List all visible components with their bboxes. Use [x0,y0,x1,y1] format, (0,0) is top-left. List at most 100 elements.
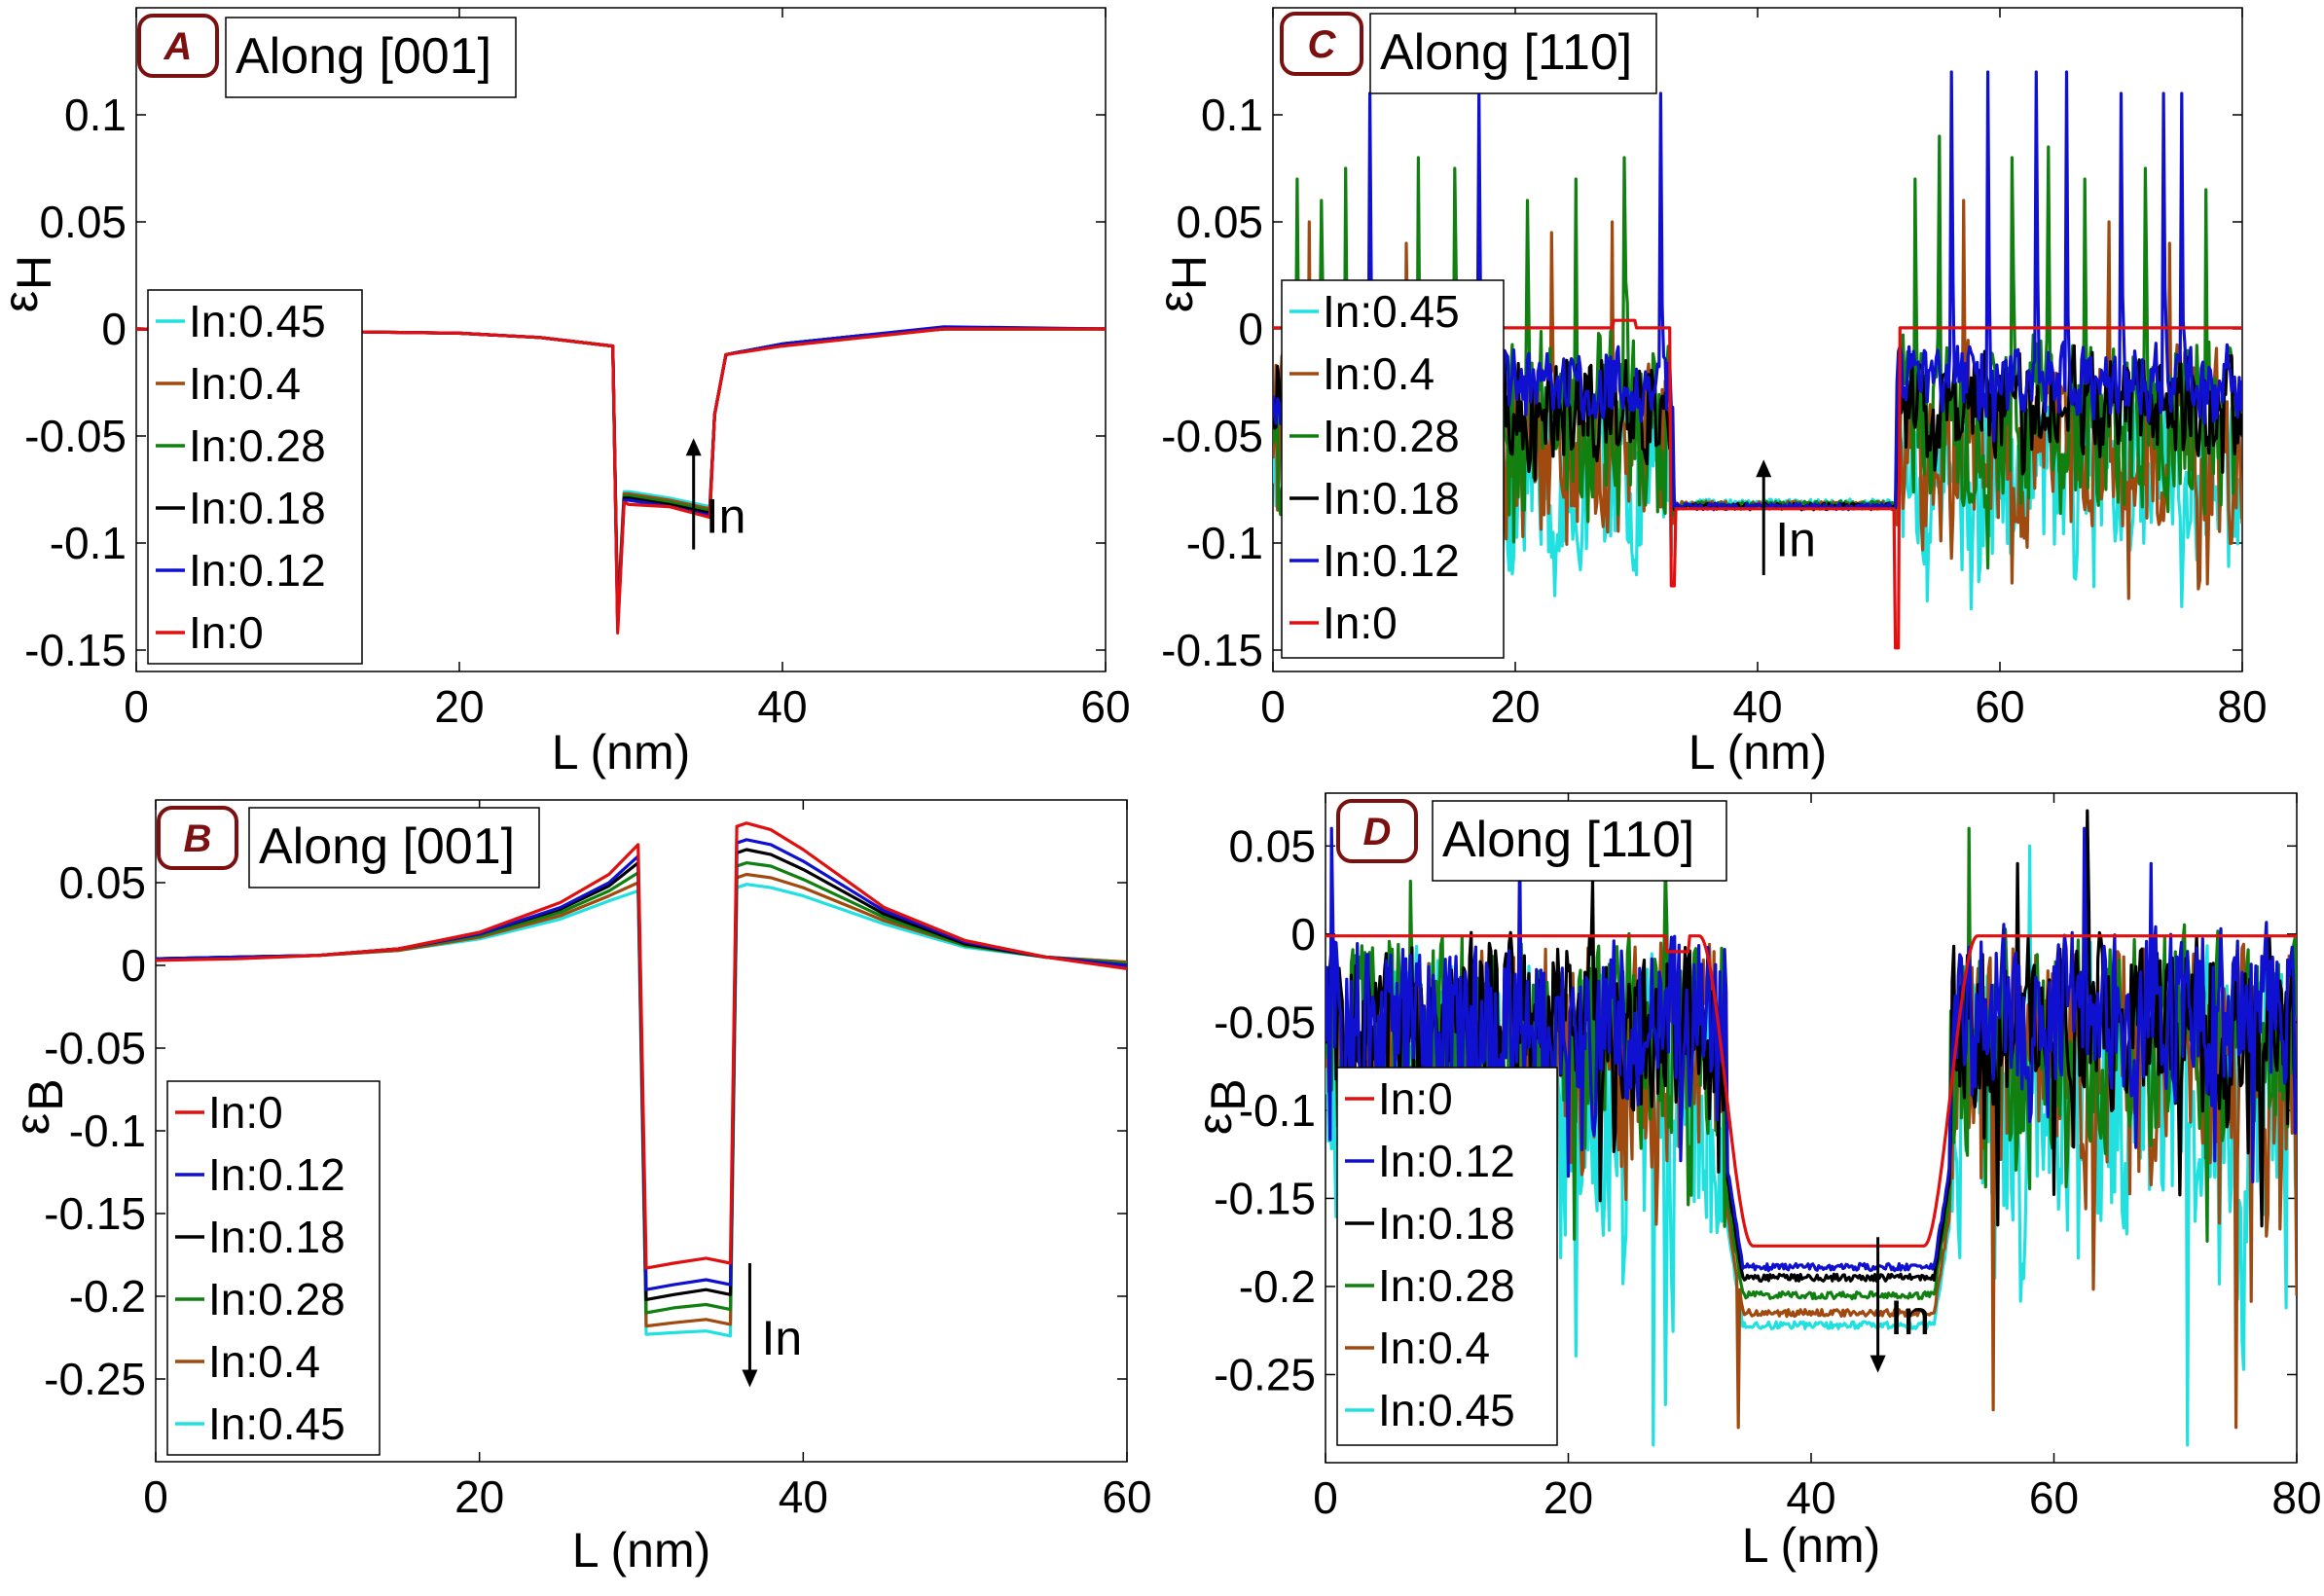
y-tick-label: 0.1 [64,90,127,140]
x-tick-label: 0 [143,1471,168,1522]
y-tick-label: -0.05 [1161,411,1263,461]
legend-label: In:0.12 [189,545,326,596]
legend-label: In:0.4 [1323,348,1434,399]
legend-label: In:0.12 [208,1149,345,1200]
legend-box [166,1080,381,1456]
y-tick-label: -0.1 [69,1106,146,1156]
series-line-in-0 [156,821,1127,1270]
panel-title-box [1432,800,1727,882]
trend-arrowhead [1870,1355,1886,1373]
trend-arrowhead [685,438,702,456]
y-axis-symbol: ε [1187,1113,1242,1135]
legend-box [147,289,363,665]
panel-c: 0 20 40 60 80 0.1 0.05 0 -0.05 -0.1 -0.15 In In:0.45… [1148,7,2268,780]
y-tick-label: 0 [1290,909,1316,960]
series-group [136,325,1106,635]
legend-label: In:0.28 [1378,1260,1515,1311]
legend-label: In:0.4 [208,1336,320,1387]
panel-badge-letter: B [184,817,212,860]
y-tick-label: 0 [1238,304,1263,354]
y-axis-symbol: ε [0,291,48,312]
legend-label: In:0 [208,1087,283,1138]
series-group [156,821,1127,1338]
x-tick-label: 60 [1080,681,1130,732]
y-axis-subscript: B [1201,1078,1255,1110]
legend-box [1336,1067,1558,1446]
y-axis-label: εB [5,1078,73,1135]
panel-title: Along [110] [1380,24,1632,81]
trend-arrow-label: In [761,1311,802,1365]
panel-badge-letter: D [1363,811,1392,853]
trend-arrow-label: In [1775,513,1816,567]
legend-label: In:0.28 [1323,411,1460,461]
x-tick-label: 20 [454,1471,504,1522]
legend-label: In:0 [189,607,264,658]
x-tick-label: 40 [779,1471,828,1522]
y-tick-label: -0.05 [24,411,127,461]
panel-badge-letter: C [1308,23,1337,66]
x-tick-label: 40 [1732,681,1782,732]
x-tick-label: 40 [1786,1472,1835,1523]
y-tick-label: -0.15 [1161,625,1263,675]
x-axis-label: L (nm) [1742,1518,1881,1573]
y-tick-label: -0.1 [1239,1085,1316,1136]
trend-arrowhead [1756,459,1772,478]
legend-box [1281,279,1505,659]
trend-arrow-label: In [1890,1290,1931,1345]
trend-arrow-label: In [706,489,746,543]
legend-label: In:0.45 [1378,1385,1515,1435]
y-tick-label: -0.05 [44,1023,146,1073]
y-axis-subscript: H [1162,255,1216,290]
y-tick-label: -0.2 [69,1271,146,1322]
x-axis-label: L (nm) [1689,725,1828,780]
panel-badge [1280,12,1363,76]
panel-badge [157,806,238,870]
y-tick-label: 0.05 [58,857,146,908]
legend-label: In:0.18 [1323,473,1460,524]
x-tick-label: 40 [757,681,807,732]
panel-d: 0 20 40 60 80 0.05 0 -0.05 -0.1 -0.15 -0.2 -0.25 In I… [1187,792,2322,1573]
panel-title-box [225,17,517,98]
y-tick-label: -0.1 [1186,518,1263,568]
x-tick-label: 0 [124,681,149,732]
legend-label: In:0.28 [208,1274,345,1324]
y-tick-label: 0.05 [1176,197,1263,247]
y-tick-label: -0.25 [1214,1349,1316,1399]
legend-label: In:0.4 [189,358,301,409]
legend-label: In:0.45 [1323,286,1460,337]
y-axis-label: εB [1187,1078,1255,1135]
y-axis-symbol: ε [1148,291,1203,312]
panel-title: Along [001] [259,818,515,875]
panel-title-box [1369,13,1657,94]
x-tick-label: 60 [1102,1471,1151,1522]
legend-label: In:0 [1378,1073,1453,1124]
y-axis-label: εH [1148,255,1216,312]
legend-label: In:0.4 [1378,1323,1490,1373]
y-tick-label: -0.15 [24,625,127,675]
x-tick-label: 80 [2271,1472,2321,1523]
x-tick-label: 60 [2029,1472,2079,1523]
panel-badge [137,14,219,78]
y-tick-label: 0 [121,940,146,991]
legend-label: In:0 [1323,598,1398,648]
y-tick-label: -0.15 [44,1188,146,1239]
legend-label: In:0.12 [1323,535,1460,586]
panel-title: Along [001] [236,28,491,85]
legend-label: In:0.18 [208,1212,345,1262]
x-tick-label: 80 [2217,681,2267,732]
x-tick-label: 60 [1975,681,2024,732]
panel-b: 0 20 40 60 0.05 0 -0.05 -0.1 -0.15 -0.2 -0.25 In In:… [5,799,1152,1578]
y-tick-label: -0.15 [1214,1173,1316,1223]
series-line-in-0 [136,327,1106,635]
y-tick-label: -0.05 [1214,997,1316,1047]
y-axis-symbol: ε [5,1113,59,1135]
x-axis-label: L (nm) [572,1523,711,1578]
legend-label: In:0.45 [208,1398,345,1449]
legend-label: In:0.28 [189,420,326,471]
panel-title-box [248,807,540,889]
series-line-in-0-4 [156,872,1127,1328]
panel-title: Along [110] [1442,812,1694,868]
legend-label: In:0.45 [189,296,326,346]
y-tick-label: 0.05 [1228,820,1316,871]
